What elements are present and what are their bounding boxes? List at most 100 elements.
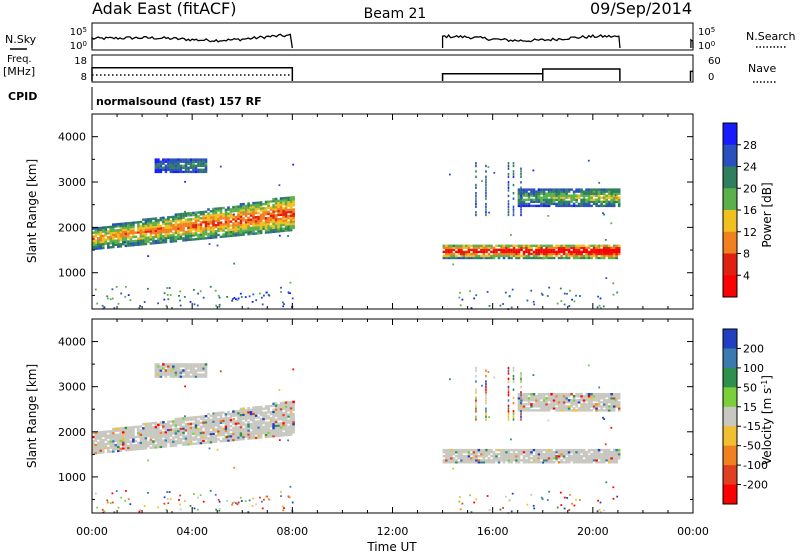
power-cell	[467, 256, 471, 260]
velocity-cell	[134, 448, 138, 451]
freq-axis-bottom: 8	[81, 72, 87, 83]
velocity-cell	[214, 418, 218, 421]
velocity-cell	[279, 418, 283, 421]
power-cell	[597, 190, 601, 193]
power-cell	[525, 254, 528, 258]
power-scale-tick-label: 16	[743, 204, 757, 217]
velocity-cell	[197, 440, 200, 443]
velocity-cell	[555, 407, 558, 410]
power-cell	[572, 196, 576, 199]
velocity-cell	[217, 432, 220, 435]
power-cell	[166, 287, 169, 289]
power-cell	[112, 241, 115, 245]
velocity-cell	[530, 405, 533, 408]
power-cell	[187, 234, 190, 238]
power-cell	[227, 216, 230, 219]
power-cell	[154, 164, 158, 167]
velocity-cell	[174, 436, 178, 439]
velocity-cell	[587, 455, 591, 458]
power-cell	[575, 190, 578, 193]
power-cell	[162, 230, 165, 234]
velocity-cell	[580, 403, 583, 406]
power-cell	[597, 192, 601, 195]
power-cell	[127, 224, 130, 227]
power-cell	[124, 236, 128, 239]
velocity-cell	[597, 399, 601, 402]
velocity-cell	[450, 455, 453, 458]
velocity-cell	[477, 459, 481, 462]
velocity-cell	[179, 375, 183, 378]
power-cell	[172, 234, 175, 237]
power-cell	[287, 210, 290, 214]
velocity-cell	[217, 428, 220, 431]
velocity-cell	[244, 425, 248, 428]
velocity-cell	[617, 455, 621, 458]
power-cell	[182, 220, 185, 224]
power-cell	[252, 222, 255, 225]
power-cell	[239, 213, 243, 216]
power-cell	[272, 226, 275, 229]
velocity-cell	[602, 401, 606, 404]
power-cell	[545, 202, 548, 206]
velocity-cell	[147, 440, 150, 444]
velocity-cell	[262, 415, 265, 419]
power-cell	[459, 304, 462, 307]
velocity-cell	[214, 436, 218, 439]
velocity-cell	[254, 406, 258, 409]
power-cell	[209, 285, 212, 288]
power-cell	[530, 248, 533, 252]
power-cell	[557, 192, 561, 195]
power-cell	[217, 219, 220, 222]
velocity-cell	[199, 375, 203, 378]
power-cell	[287, 292, 290, 294]
power-cell	[232, 218, 235, 221]
power-cell	[577, 250, 581, 254]
velocity-cell	[515, 461, 518, 464]
power-cell	[572, 256, 576, 260]
power-cell	[204, 220, 208, 224]
velocity-cell	[254, 430, 258, 433]
velocity-cell	[164, 427, 168, 430]
power-cell	[214, 232, 218, 235]
power-cell	[187, 224, 190, 227]
velocity-cell	[605, 448, 608, 452]
velocity-cell	[458, 500, 461, 503]
velocity-cell	[597, 409, 601, 412]
power-cell	[169, 222, 173, 225]
power-cell	[597, 198, 601, 201]
velocity-cell	[610, 407, 613, 410]
velocity-cell	[114, 445, 118, 449]
velocity-cell	[147, 422, 150, 425]
power-cell	[252, 228, 255, 231]
power-cell	[92, 227, 95, 230]
power-cell	[485, 189, 487, 192]
power-cell	[587, 254, 591, 258]
power-cell	[237, 217, 240, 220]
power-cell	[550, 248, 553, 252]
velocity-cell	[232, 420, 235, 423]
power-cell	[274, 210, 278, 213]
velocity-cell	[557, 399, 561, 402]
power-cell	[500, 246, 503, 249]
velocity-cell	[254, 410, 258, 413]
power-cell	[194, 211, 198, 214]
power-cell	[555, 244, 558, 247]
velocity-cell	[202, 421, 205, 424]
velocity-cell	[189, 440, 193, 444]
velocity-cell	[277, 426, 280, 429]
power-cell	[287, 200, 290, 203]
velocity-cell	[602, 403, 606, 406]
power-cell	[107, 230, 110, 233]
velocity-cell	[248, 499, 251, 502]
power-cell	[207, 218, 210, 221]
power-cell	[249, 220, 253, 223]
power-cell	[165, 304, 168, 307]
power-cell	[547, 252, 551, 256]
power-cell	[567, 250, 571, 254]
power-cell	[164, 166, 168, 169]
velocity-cell	[184, 439, 188, 442]
power-cell	[112, 239, 115, 243]
velocity-cell	[612, 405, 616, 408]
velocity-cell	[567, 457, 571, 460]
